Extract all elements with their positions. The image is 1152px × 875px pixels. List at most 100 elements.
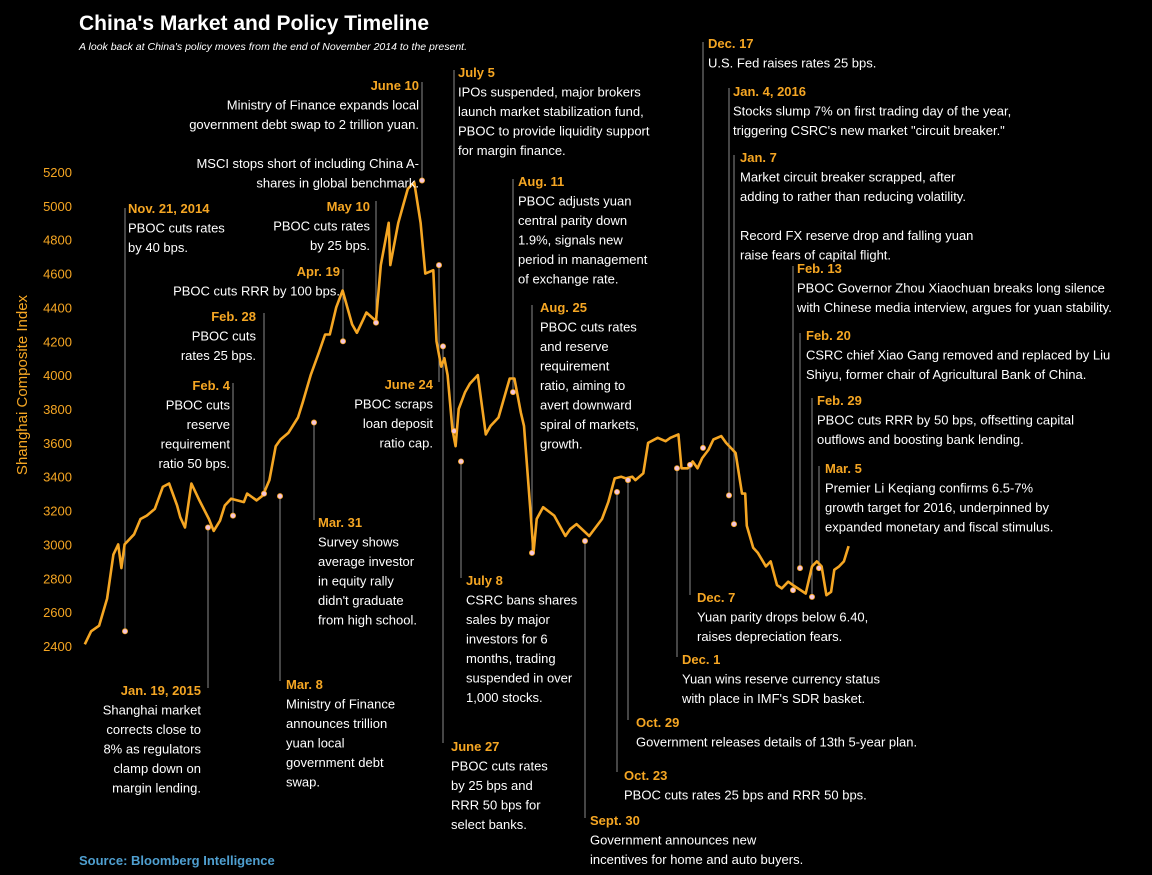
- annotation-marker: [204, 524, 211, 531]
- annotation-marker: [276, 493, 283, 500]
- annotation-text-line: IPOs suspended, major brokers: [458, 85, 641, 100]
- annotation-text-line: didn't graduate: [318, 593, 404, 608]
- annotation-text-line: in equity rally: [318, 574, 394, 589]
- annotation: Mar. 8 Ministry of Finance announces trill…: [286, 677, 395, 790]
- y-axis-ticks: 2400 2600 2800 3000 3200 3400 3600 3800 4000 4200…: [43, 165, 72, 654]
- annotation-marker: [816, 565, 823, 572]
- y-tick-label: 5200: [43, 165, 72, 180]
- annotation-date: Mar. 31: [318, 515, 362, 530]
- annotation-marker: [674, 465, 681, 472]
- annotation: June 10 Ministry of Finance expands local…: [189, 78, 419, 191]
- annotation-marker: [229, 512, 236, 519]
- annotation-marker: [457, 458, 464, 465]
- annotation-text-line: adding to rather than reducing volatilit…: [740, 189, 966, 204]
- annotation-marker: [372, 319, 379, 326]
- annotation-text-line: by 25 bps and: [451, 778, 533, 793]
- annotation-date: Dec. 1: [682, 652, 720, 667]
- annotation: Dec. 17 U.S. Fed raises rates 25 bps.: [708, 36, 876, 71]
- annotation-text-line: shares in global benchmark.: [256, 176, 419, 191]
- annotation-leader-lines: [124, 42, 820, 818]
- y-tick-label: 3200: [43, 504, 72, 519]
- annotation-text-line: launch market stabilization fund,: [458, 104, 644, 119]
- annotation-text-line: 8% as regulators: [103, 742, 201, 757]
- annotation-marker: [797, 565, 804, 572]
- annotation-text-line: PBOC cuts RRR by 50 bps, offsetting capi…: [817, 413, 1074, 428]
- annotation-text-line: PBOC scraps: [354, 397, 433, 412]
- annotation-text-line: MSCI stops short of including China A-: [196, 156, 419, 171]
- annotation: Aug. 25 PBOC cuts rates and reserve require…: [540, 300, 639, 452]
- annotation: Jan. 4, 2016 Stocks slump 7% on first tra…: [733, 84, 1011, 138]
- annotation-date: Dec. 17: [708, 36, 754, 51]
- annotation: Sept. 30 Government announces new incentiv…: [590, 813, 803, 867]
- annotation-text-line: spiral of markets,: [540, 417, 639, 432]
- annotation-date: Aug. 25: [540, 300, 587, 315]
- annotation-text-line: PBOC cuts rates: [451, 759, 548, 774]
- annotation-text-line: growth target for 2016, underpinned by: [825, 500, 1050, 515]
- y-tick-label: 4600: [43, 267, 72, 282]
- annotation-marker: [614, 488, 621, 495]
- annotation-date: Feb. 28: [211, 309, 256, 324]
- annotation-text-line: period in management: [518, 252, 648, 267]
- annotation-date: June 27: [451, 739, 499, 754]
- annotation-date: Mar. 5: [825, 461, 862, 476]
- series-line-shanghai-composite: [83, 180, 850, 645]
- annotation-text-line: ratio cap.: [380, 436, 433, 451]
- annotation-text-line: PBOC cuts rates: [540, 320, 637, 335]
- annotation: Oct. 29 Government releases details of 13…: [636, 715, 917, 750]
- annotation-date: Mar. 8: [286, 677, 323, 692]
- annotation-date: Feb. 20: [806, 328, 851, 343]
- y-axis-label: Shanghai Composite Index: [14, 294, 31, 475]
- annotations: Nov. 21, 2014 PBOC cuts rates by 40 bps. Ja…: [103, 36, 1112, 867]
- annotation-text-line: outflows and boosting bank lending.: [817, 432, 1024, 447]
- y-tick-label: 2600: [43, 605, 72, 620]
- annotation-marker: [809, 593, 816, 600]
- annotation-marker: [122, 628, 129, 635]
- annotation-text-line: CSRC bans shares: [466, 593, 578, 608]
- annotation-text-line: by 25 bps.: [310, 238, 370, 253]
- annotation: June 24 PBOC scraps loan deposit ratio cap.: [354, 377, 434, 451]
- annotation-text-line: government debt: [286, 755, 384, 770]
- annotation-markers: [122, 177, 823, 635]
- annotation-text-line: PBOC Governor Zhou Xiaochuan breaks long…: [797, 281, 1105, 296]
- source-note: Source: Bloomberg Intelligence: [79, 853, 275, 868]
- annotation-date: Feb. 13: [797, 261, 842, 276]
- annotation-text-line: Yuan wins reserve currency status: [682, 672, 880, 687]
- annotation-text-line: PBOC cuts rates 25 bps and RRR 50 bps.: [624, 788, 867, 803]
- annotation-date: Oct. 29: [636, 715, 679, 730]
- annotation-marker: [509, 389, 516, 396]
- annotation-marker: [418, 177, 425, 184]
- y-tick-label: 4200: [43, 334, 72, 349]
- annotation-marker: [687, 461, 694, 468]
- annotation-text-line: raises depreciation fears.: [697, 629, 842, 644]
- annotation-text-line: yuan local: [286, 736, 345, 751]
- annotation-text-line: suspended in over: [466, 671, 573, 686]
- annotation-date: May 10: [327, 199, 370, 214]
- annotation-date: July 5: [458, 65, 495, 80]
- annotation-text-line: Market circuit breaker scrapped, after: [740, 170, 956, 185]
- annotation-text-line: 1,000 stocks.: [466, 690, 543, 705]
- annotation-date: Oct. 23: [624, 768, 667, 783]
- annotation-text-line: expanded monetary and fiscal stimulus.: [825, 520, 1053, 535]
- annotation-text-line: Shanghai market: [103, 703, 202, 718]
- annotation-date: Apr. 19: [297, 264, 340, 279]
- annotation-marker: [339, 338, 346, 345]
- annotation-marker: [435, 262, 442, 269]
- annotation-marker: [790, 587, 797, 594]
- chart-subtitle: A look back at China's policy moves from…: [78, 41, 467, 53]
- annotation-date: Feb. 29: [817, 393, 862, 408]
- annotation: Feb. 13 PBOC Governor Zhou Xiaochuan brea…: [796, 261, 1112, 315]
- annotation: Apr. 19 PBOC cuts RRR by 100 bps.: [173, 264, 340, 299]
- annotation: Feb. 29 PBOC cuts RRR by 50 bps, offsetti…: [817, 393, 1074, 447]
- annotation: July 8 CSRC bans shares sales by major inve…: [466, 573, 578, 705]
- annotation: Mar. 31 Survey shows average investor in eq…: [318, 515, 417, 628]
- annotation-text-line: incentives for home and auto buyers.: [590, 852, 803, 867]
- annotation-text-line: loan deposit: [363, 416, 433, 431]
- annotation: Nov. 21, 2014 PBOC cuts rates by 40 bps.: [128, 201, 225, 255]
- y-tick-label: 3400: [43, 470, 72, 485]
- annotation-text-line: and reserve: [540, 339, 609, 354]
- annotation-text-line: months, trading: [466, 651, 556, 666]
- annotation-text-line: ratio, aiming to: [540, 378, 625, 393]
- annotation-text-line: triggering CSRC's new market "circuit br…: [733, 123, 1005, 138]
- annotation-text-line: Ministry of Finance expands local: [227, 98, 419, 113]
